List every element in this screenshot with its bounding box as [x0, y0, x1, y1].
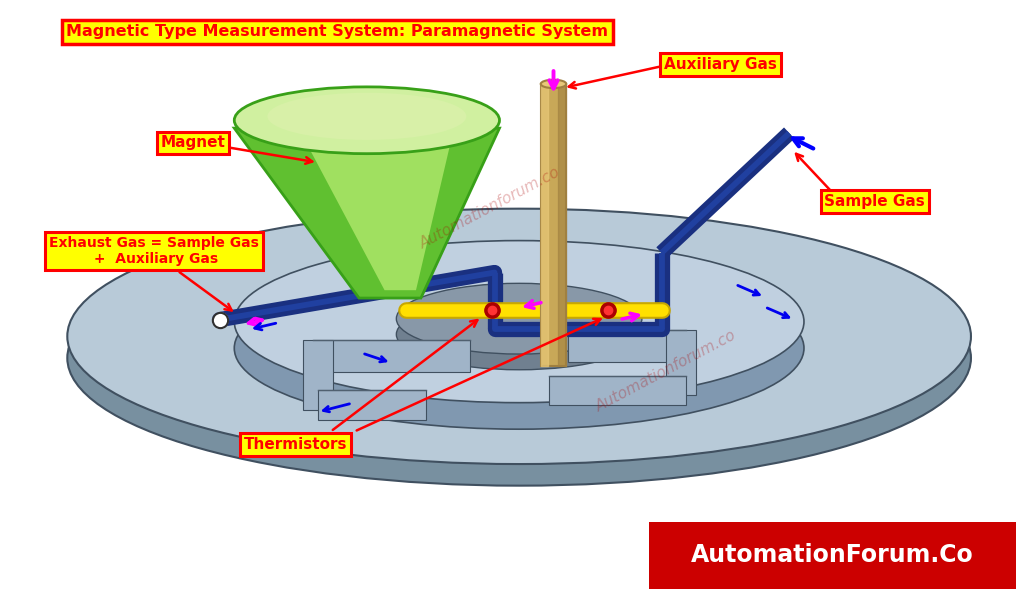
Polygon shape [303, 340, 333, 410]
Text: Auxiliary Gas: Auxiliary Gas [664, 57, 777, 72]
Text: Exhaust Gas = Sample Gas
 +  Auxiliary Gas: Exhaust Gas = Sample Gas + Auxiliary Gas [49, 236, 259, 266]
Text: Thermistors: Thermistors [244, 437, 347, 452]
Text: Automationforum.co: Automationforum.co [417, 165, 562, 252]
Polygon shape [313, 340, 470, 371]
Polygon shape [301, 132, 453, 290]
Polygon shape [667, 330, 696, 396]
Text: Sample Gas: Sample Gas [824, 194, 925, 209]
Ellipse shape [234, 267, 804, 429]
Polygon shape [234, 128, 500, 298]
Text: Automationforum.co: Automationforum.co [594, 327, 739, 414]
Ellipse shape [267, 93, 466, 140]
Polygon shape [549, 376, 686, 405]
Ellipse shape [234, 241, 804, 403]
FancyBboxPatch shape [649, 522, 1016, 589]
Ellipse shape [541, 79, 566, 88]
Ellipse shape [396, 299, 642, 370]
Polygon shape [568, 330, 686, 362]
Polygon shape [541, 84, 566, 366]
Text: Magnetic Type Measurement System: Paramagnetic System: Magnetic Type Measurement System: Parama… [67, 24, 608, 39]
Ellipse shape [68, 231, 971, 486]
Ellipse shape [396, 284, 642, 354]
Text: Magnet: Magnet [161, 135, 225, 150]
Ellipse shape [234, 87, 500, 154]
Polygon shape [317, 390, 426, 420]
Ellipse shape [68, 209, 971, 464]
Text: AutomationForum.Co: AutomationForum.Co [691, 544, 974, 568]
